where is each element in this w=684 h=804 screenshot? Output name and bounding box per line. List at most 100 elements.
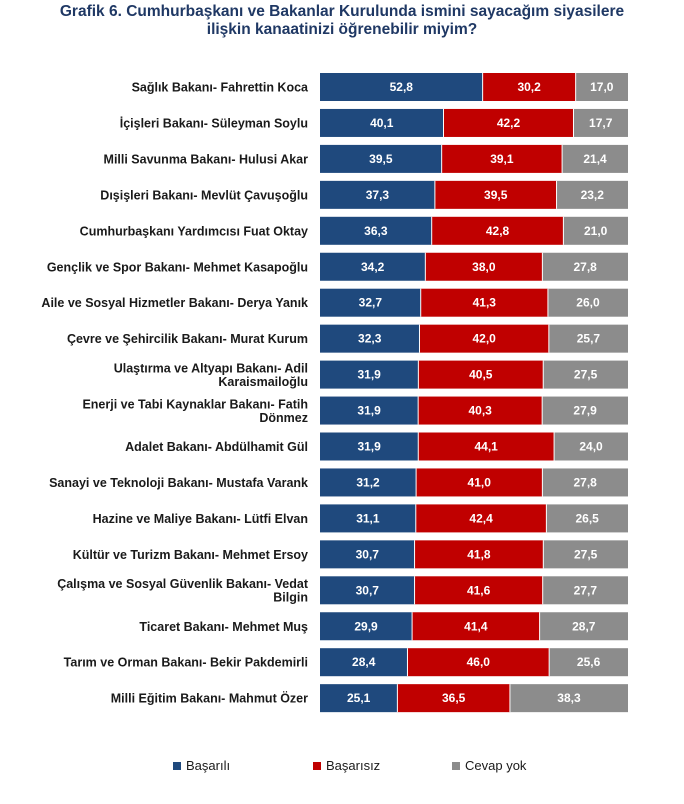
- category-label: Çalışma ve Sosyal Güvenlik Bakanı- Vedat…: [57, 577, 309, 605]
- data-label: 37,3: [366, 188, 390, 202]
- data-label: 36,5: [442, 691, 466, 705]
- category-label: Milli Savunma Bakanı- Hulusi Akar: [104, 152, 309, 166]
- bar-segment: [542, 252, 628, 281]
- legend-label: Cevap yok: [465, 758, 527, 773]
- legend-item: Cevap yok: [452, 758, 526, 773]
- data-label: 39,1: [490, 152, 514, 166]
- bar-segment: [542, 468, 628, 497]
- bar-segment: [412, 612, 540, 641]
- bar-segment: [320, 612, 413, 641]
- bar-segment: [425, 252, 543, 281]
- data-label: 27,5: [574, 547, 598, 561]
- bar-segment: [431, 216, 564, 245]
- data-label: 42,2: [497, 116, 521, 130]
- bar-segment: [546, 504, 628, 533]
- data-label: 46,0: [467, 655, 491, 669]
- chart-title: Grafik 6. Cumhurbaşkanı ve Bakanlar Kuru…: [0, 3, 684, 39]
- category-label: İçişleri Bakanı- Süleyman Soylu: [120, 115, 308, 130]
- data-label: 31,9: [357, 440, 381, 454]
- bar-segment: [320, 504, 416, 533]
- data-label: 42,8: [486, 224, 510, 238]
- data-label: 28,7: [572, 619, 596, 633]
- legend-label: Başarılı: [186, 758, 231, 773]
- data-label: 25,6: [577, 655, 601, 669]
- data-label: 17,0: [590, 80, 614, 94]
- bar-segment: [554, 432, 628, 461]
- legend-item: Başarılı: [173, 758, 230, 773]
- category-label: Cumhurbaşkanı Yardımcısı Fuat Oktay: [80, 224, 308, 238]
- bar-segment: [418, 396, 543, 425]
- bar-segment: [320, 684, 398, 713]
- data-label: 24,0: [579, 440, 603, 454]
- bar-segment: [320, 468, 417, 497]
- bar-segment: [543, 360, 628, 389]
- data-label: 41,0: [468, 475, 492, 489]
- data-label: 25,7: [577, 332, 601, 346]
- bar-segment: [543, 540, 628, 569]
- data-label: 31,9: [357, 404, 381, 418]
- data-label: 40,1: [370, 116, 394, 130]
- bar-segment: [575, 73, 628, 101]
- chart-title-line2: ilişkin kanaatinizi öğrenebilir miyim?: [206, 21, 478, 38]
- bar-segment: [414, 540, 544, 569]
- bar-segment: [563, 216, 628, 245]
- bar-segment: [415, 504, 547, 533]
- data-label: 30,7: [356, 583, 380, 597]
- bar-segment: [418, 360, 544, 389]
- legend-item: Başarısız: [313, 758, 380, 773]
- bar-segment: [539, 612, 628, 641]
- bar-segment: [320, 432, 419, 461]
- bar-segment: [556, 180, 628, 209]
- bar-segment: [320, 396, 419, 425]
- bar-segment: [419, 324, 549, 353]
- chart-title-line1: Grafik 6. Cumhurbaşkanı ve Bakanlar Kuru…: [59, 3, 625, 20]
- bar-segment: [320, 108, 444, 137]
- data-label: 30,2: [517, 80, 541, 94]
- data-label: 40,3: [468, 404, 492, 418]
- bar-segment: [320, 252, 426, 281]
- data-label: 23,2: [581, 188, 605, 202]
- data-label: 39,5: [369, 152, 393, 166]
- data-label: 28,4: [352, 655, 376, 669]
- data-label: 29,9: [354, 619, 378, 633]
- bar-segment: [547, 288, 628, 317]
- data-label: 44,1: [474, 440, 498, 454]
- bar-segment: [509, 684, 628, 713]
- data-label: 27,5: [574, 368, 598, 382]
- data-label: 42,0: [472, 332, 496, 346]
- bar-segment: [562, 144, 628, 173]
- bar-segment: [416, 468, 543, 497]
- data-label: 41,8: [467, 547, 491, 561]
- category-label: Enerji ve Tabi Kaynaklar Bakanı- Fatih Dö…: [82, 397, 308, 425]
- data-label: 32,3: [358, 332, 382, 346]
- data-label: 31,2: [356, 475, 380, 489]
- data-label: 42,4: [469, 511, 493, 525]
- chart-legend: Başarılı Başarısız Cevap yok: [0, 758, 684, 778]
- data-label: 27,8: [574, 260, 598, 274]
- bar-segment: [420, 288, 548, 317]
- bar-segment: [542, 396, 628, 425]
- data-label: 41,3: [473, 296, 497, 310]
- bar-segment: [320, 216, 432, 245]
- category-label: Hazine ve Maliye Bakanı- Lütfi Elvan: [93, 512, 308, 526]
- data-label: 26,0: [576, 296, 600, 310]
- category-label: Çevre ve Şehircilik Bakanı- Murat Kurum: [67, 332, 308, 346]
- data-label: 40,5: [469, 368, 493, 382]
- legend-swatch: [452, 761, 460, 770]
- bar-segment: [482, 73, 576, 101]
- bar-segment: [320, 288, 421, 317]
- data-label: 27,8: [574, 475, 598, 489]
- bar-segment: [407, 648, 550, 677]
- data-label: 41,4: [464, 619, 488, 633]
- category-label: Sanayi ve Teknoloji Bakanı- Mustafa Vara…: [49, 476, 308, 490]
- category-label: Milli Eğitim Bakanı- Mahmut Özer: [111, 691, 308, 706]
- bar-segment: [397, 684, 510, 713]
- category-label: Sağlık Bakanı- Fahrettin Koca: [132, 81, 309, 95]
- bar-segment: [549, 648, 628, 677]
- data-label: 41,6: [467, 583, 491, 597]
- bar-segment: [441, 144, 563, 173]
- data-label: 34,2: [361, 260, 385, 274]
- category-label: Dışişleri Bakanı- Mevlüt Çavuşoğlu: [100, 188, 308, 202]
- data-label: 38,3: [557, 691, 581, 705]
- data-label: 36,3: [364, 224, 388, 238]
